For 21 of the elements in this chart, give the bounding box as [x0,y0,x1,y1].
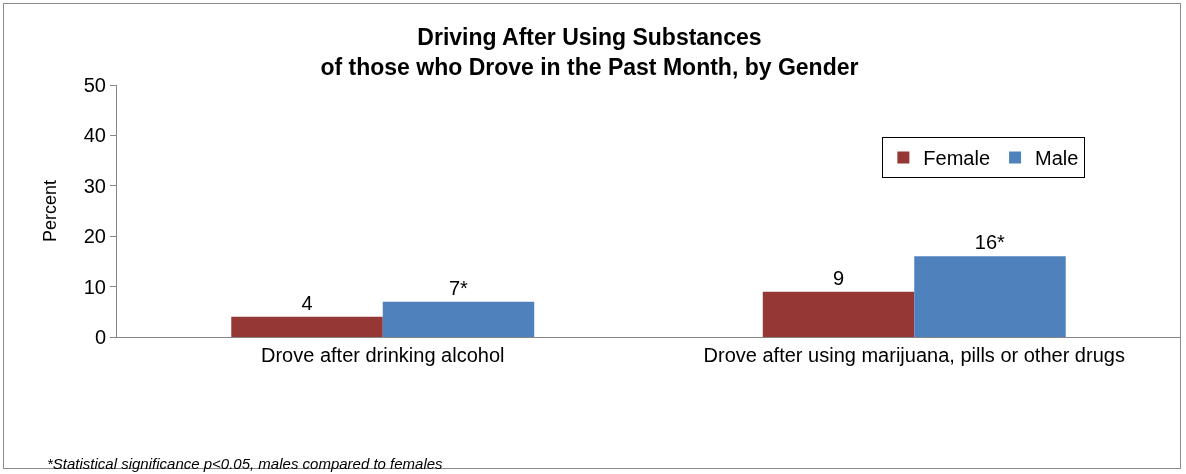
y-tick-label: 20 [83,225,106,248]
y-axis-title: Percent [39,179,60,243]
data-label: 7* [448,276,469,299]
text: *Statistical significance p<0.05, males compared to females [47,455,444,472]
data-label: 9 [832,266,845,289]
chart-title: Driving After Using Substances of those who Drove in the Past Month, by Gender [320,24,859,80]
y-tick-label: 10 [83,275,106,298]
bar [762,291,915,337]
bar [914,256,1066,337]
bar [382,301,535,337]
legend-label: Female [923,147,991,170]
legend-label: Male [1035,147,1079,170]
x-tick-label: Drove after drinking alcohol [261,344,505,366]
bar [231,316,383,337]
x-tick-label: Drove after using marijuana, pills or other drugs [703,344,1125,366]
y-tick-label: 40 [83,124,106,147]
y-tick-label: 30 [83,174,106,197]
y-tick-label: 0 [94,326,106,348]
y-tick-label: 50 [83,74,106,96]
data-label: 16* [974,231,1006,254]
data-label: 4 [301,291,313,314]
